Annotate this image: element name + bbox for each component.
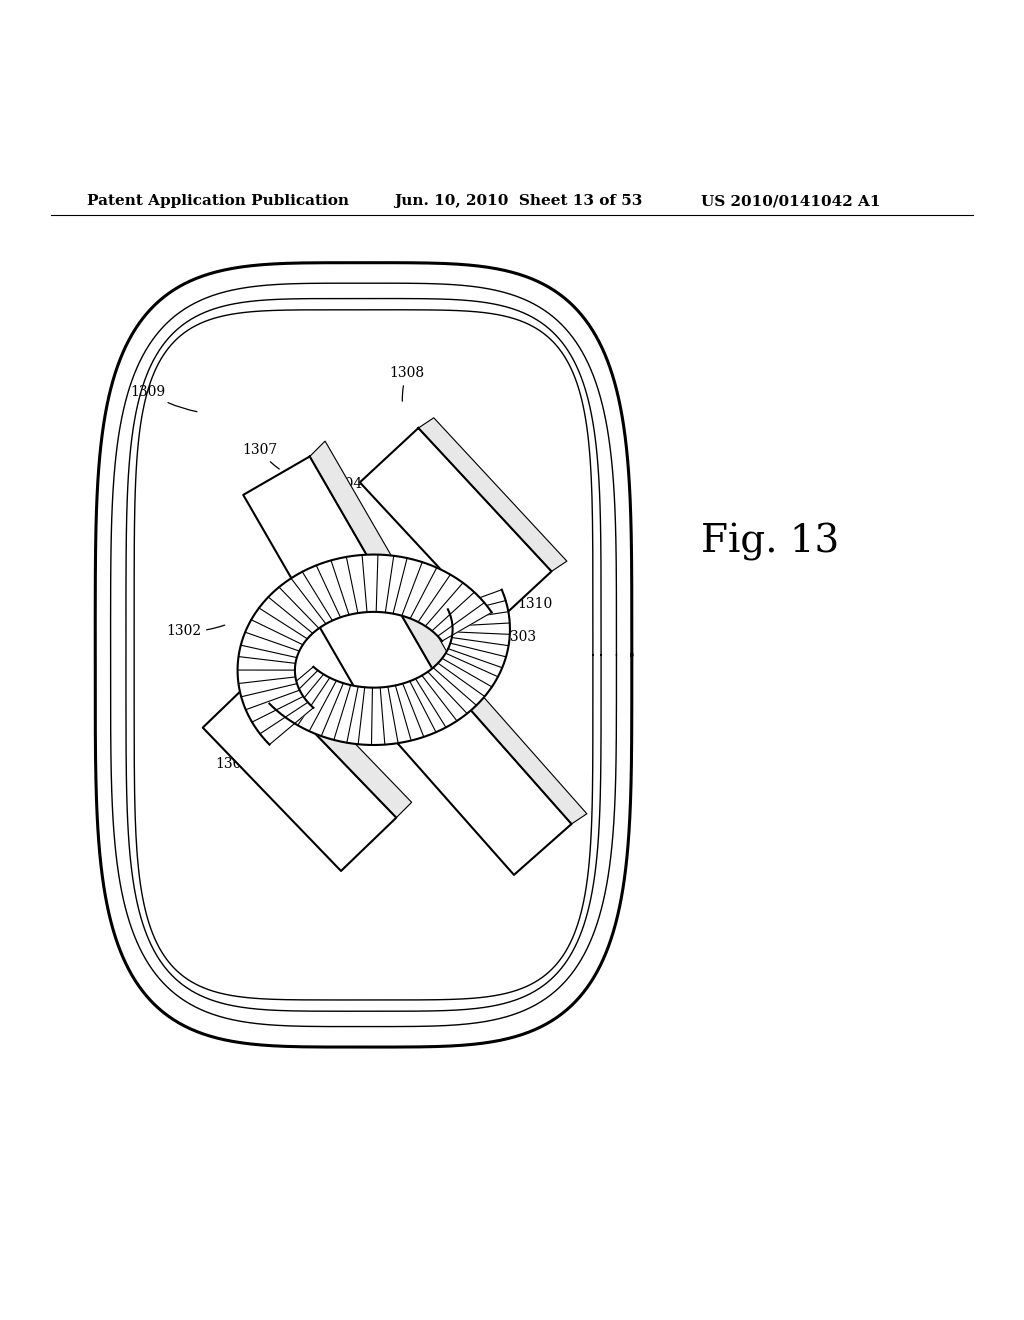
Polygon shape (396, 690, 571, 875)
Text: US 2010/0141042 A1: US 2010/0141042 A1 (701, 194, 881, 209)
Polygon shape (203, 675, 396, 871)
Polygon shape (258, 659, 412, 817)
Polygon shape (309, 441, 458, 686)
Text: 1310: 1310 (517, 597, 552, 611)
Polygon shape (454, 681, 587, 824)
Polygon shape (244, 457, 442, 725)
Text: 1302: 1302 (166, 624, 224, 639)
Text: 1303: 1303 (459, 631, 537, 644)
Text: 1304: 1304 (328, 477, 362, 507)
Text: 1307: 1307 (243, 444, 280, 469)
Text: 1308: 1308 (389, 366, 424, 401)
Text: Jun. 10, 2010  Sheet 13 of 53: Jun. 10, 2010 Sheet 13 of 53 (394, 194, 643, 209)
Text: Fig. 13: Fig. 13 (701, 523, 840, 561)
Polygon shape (111, 284, 616, 1027)
Text: Patent Application Publication: Patent Application Publication (87, 194, 349, 209)
Polygon shape (359, 428, 552, 626)
Polygon shape (419, 418, 567, 572)
Text: 1309: 1309 (130, 384, 197, 412)
Text: 1306: 1306 (350, 780, 385, 803)
Text: 1305: 1305 (215, 748, 256, 771)
Text: 1301: 1301 (364, 709, 398, 729)
Polygon shape (238, 554, 492, 744)
Polygon shape (269, 590, 510, 744)
